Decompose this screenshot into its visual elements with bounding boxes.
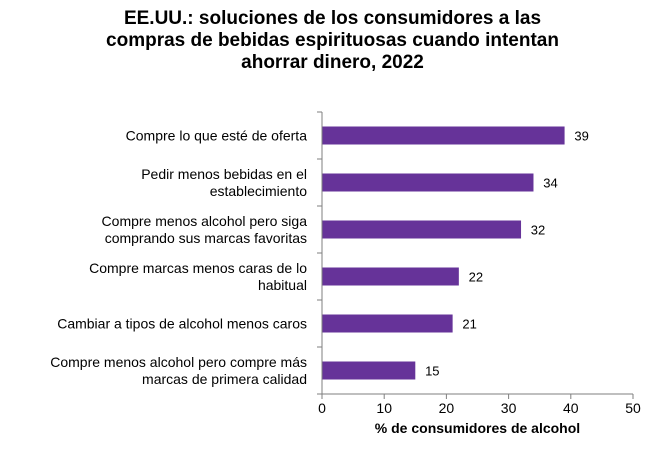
bar-3: [322, 220, 522, 239]
x-tick-label-0: 0: [318, 400, 326, 416]
data-label-6: 15: [425, 364, 439, 379]
chart-title-line-3: ahorrar dinero, 2022: [241, 52, 424, 73]
bar-2: [322, 173, 534, 192]
data-label-1: 39: [574, 129, 588, 144]
data-label-5: 21: [462, 317, 476, 332]
chart-title-line-2: compras de bebidas espirituosas cuando i…: [106, 30, 559, 51]
x-tick-label-20: 20: [439, 400, 455, 416]
data-label-3: 32: [531, 223, 545, 238]
x-axis-title: % de consumidores de alcohol: [375, 420, 580, 436]
data-label-2: 34: [543, 176, 557, 191]
chart-title-line-1: EE.UU.: soluciones de los consumidores a…: [123, 8, 542, 29]
x-tick-label-10: 10: [376, 400, 392, 416]
x-tick-label-50: 50: [625, 400, 641, 416]
bar-6: [322, 361, 416, 380]
data-label-4: 22: [469, 270, 483, 285]
category-label-6-line-2: marcas de primera calidad: [142, 371, 307, 387]
bar-5: [322, 314, 453, 333]
category-label-3-line-1: Compre menos alcohol pero siga: [102, 213, 308, 229]
category-label-2-line-2: establecimiento: [210, 183, 307, 199]
bar-1: [322, 126, 565, 145]
category-label-4-line-1: Compre marcas menos caras de lo: [89, 260, 307, 276]
category-label-6-line-1: Compre menos alcohol pero compre más: [50, 354, 307, 370]
category-label-3-line-2: comprando sus marcas favoritas: [105, 230, 307, 246]
x-tick-label-40: 40: [563, 400, 579, 416]
bar-4: [322, 267, 459, 286]
chart-title: EE.UU.: soluciones de los consumidores a…: [0, 8, 665, 74]
x-tick-label-30: 30: [501, 400, 517, 416]
category-label-5: Cambiar a tipos de alcohol menos caros: [57, 316, 307, 332]
category-label-4-line-2: habitual: [258, 277, 307, 293]
category-label-1: Compre lo que esté de oferta: [126, 128, 308, 144]
category-label-2-line-1: Pedir menos bebidas en el: [141, 166, 307, 182]
